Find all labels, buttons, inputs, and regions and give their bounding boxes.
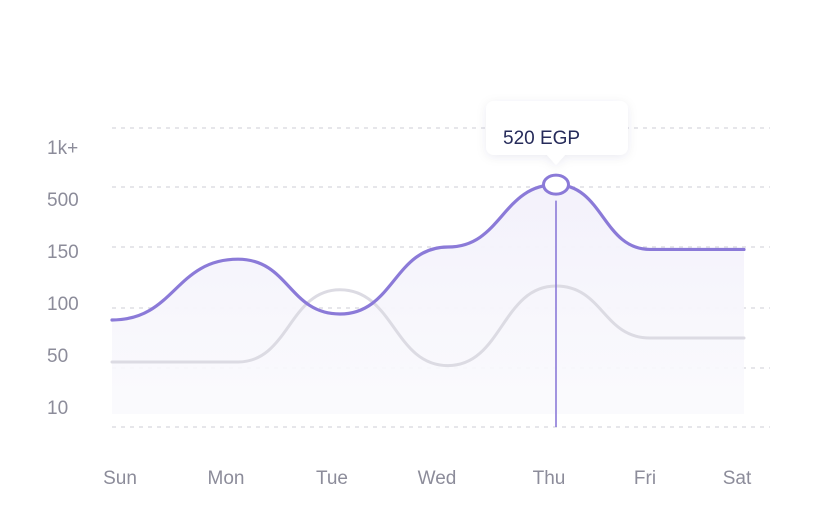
x-tick-label: Fri — [634, 468, 656, 489]
tooltip-label: 520 EGP — [503, 128, 580, 149]
area-fill-path — [112, 184, 744, 414]
x-tick-label: Mon — [208, 468, 245, 489]
x-axis: Sun Mon Tue Wed Thu Fri Sat — [103, 468, 752, 489]
x-tick-label: Sat — [723, 468, 752, 489]
highlight-point — [542, 173, 570, 196]
tooltip-box — [486, 101, 628, 165]
series-lines — [110, 173, 746, 427]
x-tick-label: Wed — [418, 468, 457, 489]
tooltip: 520 EGP — [486, 101, 628, 165]
x-tick-label: Sun — [103, 468, 137, 489]
y-tick-label: 1k+ — [47, 138, 78, 159]
y-tick-label: 100 — [47, 294, 79, 315]
tooltip-background — [486, 101, 628, 155]
series-line-secondary — [110, 284, 746, 368]
series-line-primary — [110, 183, 746, 322]
tooltip-pointer — [547, 155, 565, 165]
y-tick-label: 10 — [47, 398, 68, 419]
y-tick-label: 500 — [47, 190, 79, 211]
x-tick-label: Tue — [316, 468, 348, 489]
y-axis: 1k+ 500 150 100 50 10 — [47, 138, 79, 419]
x-tick-label: Thu — [533, 468, 566, 489]
y-tick-label: 50 — [47, 346, 68, 367]
y-tick-label: 150 — [47, 242, 79, 263]
area-fill — [112, 184, 744, 414]
